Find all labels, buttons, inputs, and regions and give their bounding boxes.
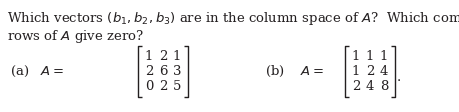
Text: 4: 4 xyxy=(366,80,374,93)
Text: 3: 3 xyxy=(173,65,181,78)
Text: 1: 1 xyxy=(380,50,388,63)
Text: 1: 1 xyxy=(173,50,181,63)
Text: 1: 1 xyxy=(145,50,153,63)
Text: 1: 1 xyxy=(366,50,374,63)
Text: rows of $A$ give zero?: rows of $A$ give zero? xyxy=(7,28,144,45)
Text: Which vectors $(b_1, b_2, b_3)$ are in the column space of $A$?  Which combinati: Which vectors $(b_1, b_2, b_3)$ are in t… xyxy=(7,10,459,27)
Text: 1: 1 xyxy=(352,50,360,63)
Text: (b)    $A=$: (b) $A=$ xyxy=(265,64,324,79)
Text: (a)   $A=$: (a) $A=$ xyxy=(10,64,64,79)
Text: 8: 8 xyxy=(380,80,388,93)
Text: 2: 2 xyxy=(159,50,167,63)
Text: 5: 5 xyxy=(173,80,181,93)
Text: 0: 0 xyxy=(145,80,153,93)
Text: 2: 2 xyxy=(352,80,360,93)
Text: 2: 2 xyxy=(145,65,153,78)
Text: 2: 2 xyxy=(366,65,374,78)
Text: 6: 6 xyxy=(159,65,167,78)
Text: 1: 1 xyxy=(352,65,360,78)
Text: .: . xyxy=(397,71,401,84)
Text: 2: 2 xyxy=(159,80,167,93)
Text: 4: 4 xyxy=(380,65,388,78)
